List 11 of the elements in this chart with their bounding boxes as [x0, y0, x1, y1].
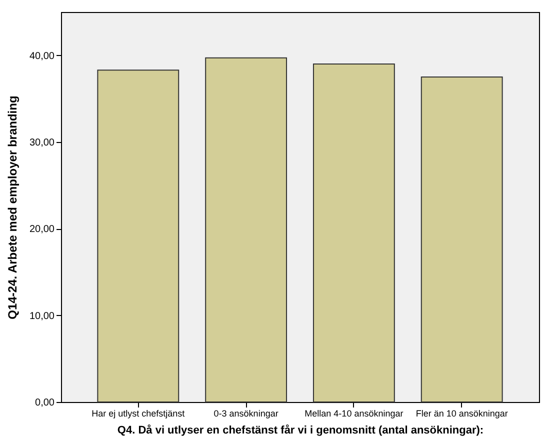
x-tick-label: 0-3 ansökningar — [214, 408, 278, 418]
y-tick-label: 20,00 — [29, 224, 55, 236]
y-tick-label: 10,00 — [29, 310, 55, 322]
y-tick-label: 40,00 — [29, 50, 55, 62]
y-tick-label: 0,00 — [35, 398, 55, 408]
x-axis-title: Q4. Då vi utlyser en chefstänst får vi i genomsnitt (antal ansökningar): — [117, 424, 484, 436]
x-tick-label: Fler än 10 ansökningar — [416, 408, 508, 418]
x-tick-label: Mellan 4-10 ansökningar — [304, 408, 404, 418]
y-axis-title: Q14-24. Arbete med employer branding — [5, 96, 20, 320]
y-tick-label: 30,00 — [29, 138, 55, 148]
x-tick-label: Har ej utlyst chefstjänst — [92, 408, 186, 418]
